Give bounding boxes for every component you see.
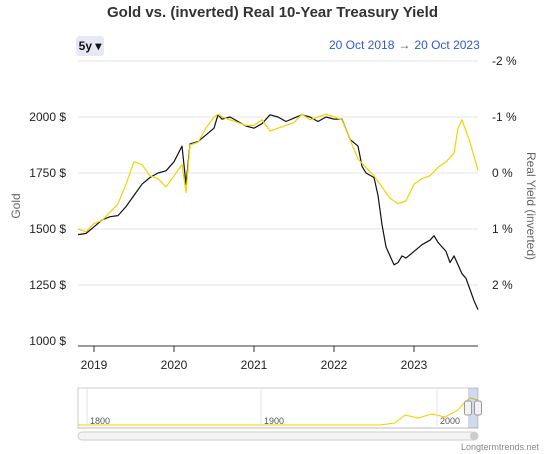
x-tick-label: 2023 [401,358,428,372]
y-right-tick: 2 % [492,278,513,292]
axes: -2 % -1 % 0 % 1 % 2 % 1000 $ 1250 $ 1500 $ 1750 … [9,54,538,372]
y-right-title: Real Yield (inverted) [524,152,538,260]
navigator-tick-label: 1800 [90,416,110,426]
plot-area [77,113,479,310]
y-left-tick: 1750 $ [29,166,66,180]
navigator-tick-label: 1900 [264,416,284,426]
y-left-tick: 2000 $ [29,110,66,124]
date-arrow: → [398,38,411,52]
navigator-handle [464,400,472,416]
y-right-tick: -2 % [492,54,517,68]
x-tick-label: 2019 [81,358,108,372]
x-tick-label: 2020 [161,358,188,372]
navigator-scrollbar-track [77,431,479,441]
date-range[interactable]: 20 Oct 2018 → 20 Oct 2023 [329,38,480,52]
navigator[interactable]: 1800 1900 2000 [77,387,482,441]
y-right-tick: 0 % [492,166,513,180]
attribution[interactable]: Longtermtrends.net [460,442,539,452]
series-line-gold [77,114,479,310]
y-left-tick: 1500 $ [29,222,66,236]
x-tick-label: 2021 [241,358,268,372]
y-left-tick: 1250 $ [29,278,66,292]
y-left-title: Gold [9,193,23,218]
date-to[interactable]: 20 Oct 2023 [414,38,480,52]
y-left-tick: 1000 $ [29,334,66,348]
x-tick-label: 2022 [321,358,348,372]
grid [78,60,478,286]
date-from[interactable]: 20 Oct 2018 [329,38,395,52]
navigator-selection [468,388,478,428]
y-right-tick: -1 % [492,110,517,124]
navigator-tick-label: 2000 [440,416,460,426]
navigator-scrollbar-thumb [470,432,478,440]
range-selector-button[interactable]: 5y ▾ [76,36,104,56]
y-right-tick: 1 % [492,222,513,236]
navigator-handle [474,400,482,416]
series-line-real-yield [77,113,479,233]
chart-title: Gold vs. (inverted) Real 10-Year Treasur… [107,4,438,21]
